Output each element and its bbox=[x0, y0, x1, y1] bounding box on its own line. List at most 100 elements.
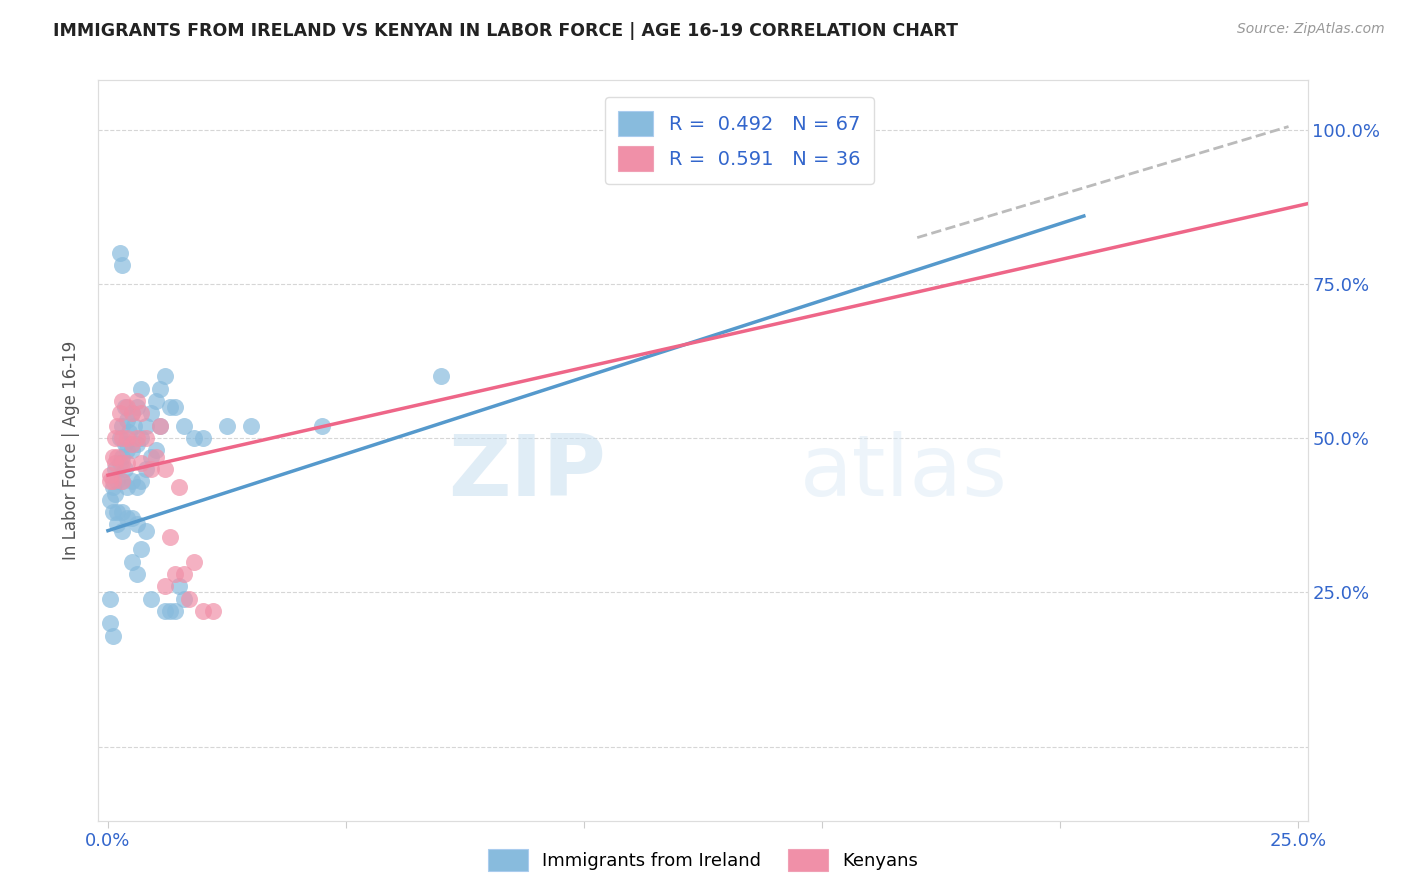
Point bbox=[129, 431, 152, 445]
Point bbox=[215, 418, 238, 433]
Point bbox=[111, 394, 134, 409]
Point bbox=[101, 629, 124, 643]
Text: ZIP: ZIP bbox=[449, 431, 606, 514]
Point bbox=[108, 407, 131, 421]
Point bbox=[104, 462, 127, 476]
Point bbox=[108, 246, 131, 260]
Point bbox=[115, 431, 138, 445]
Point bbox=[239, 418, 262, 433]
Point bbox=[129, 382, 152, 396]
Point bbox=[115, 443, 138, 458]
Point bbox=[98, 591, 121, 606]
Point bbox=[169, 579, 191, 593]
Point bbox=[153, 462, 176, 476]
Point bbox=[129, 456, 152, 470]
Point bbox=[111, 505, 134, 519]
Point bbox=[430, 369, 453, 384]
Point bbox=[121, 555, 143, 569]
Point bbox=[107, 475, 129, 489]
Point bbox=[114, 401, 136, 415]
Point bbox=[177, 591, 200, 606]
Point bbox=[125, 401, 148, 415]
Point bbox=[135, 418, 157, 433]
Point bbox=[159, 401, 181, 415]
Point bbox=[183, 431, 205, 445]
Point bbox=[108, 456, 131, 470]
Point bbox=[115, 481, 138, 495]
Text: atlas: atlas bbox=[800, 431, 1008, 514]
Point bbox=[201, 604, 224, 618]
Point bbox=[104, 456, 127, 470]
Point bbox=[107, 450, 129, 464]
Point bbox=[111, 418, 134, 433]
Point bbox=[107, 505, 129, 519]
Point bbox=[107, 418, 129, 433]
Point bbox=[115, 412, 138, 426]
Point bbox=[173, 591, 195, 606]
Point bbox=[159, 530, 181, 544]
Point bbox=[121, 407, 143, 421]
Legend: Immigrants from Ireland, Kenyans: Immigrants from Ireland, Kenyans bbox=[481, 842, 925, 879]
Point bbox=[135, 462, 157, 476]
Point bbox=[149, 418, 172, 433]
Point bbox=[191, 431, 214, 445]
Point bbox=[104, 486, 127, 500]
Point bbox=[139, 450, 162, 464]
Point bbox=[139, 407, 162, 421]
Point bbox=[311, 418, 333, 433]
Point bbox=[101, 475, 124, 489]
Point bbox=[125, 481, 148, 495]
Point bbox=[114, 437, 136, 451]
Point bbox=[139, 591, 162, 606]
Point bbox=[118, 425, 141, 439]
Point bbox=[149, 382, 172, 396]
Point bbox=[111, 475, 134, 489]
Point bbox=[129, 542, 152, 557]
Point bbox=[121, 443, 143, 458]
Point bbox=[111, 259, 134, 273]
Point bbox=[173, 418, 195, 433]
Y-axis label: In Labor Force | Age 16-19: In Labor Force | Age 16-19 bbox=[62, 341, 80, 560]
Point bbox=[139, 462, 162, 476]
Point bbox=[169, 481, 191, 495]
Point bbox=[163, 401, 186, 415]
Point bbox=[111, 431, 134, 445]
Point bbox=[115, 401, 138, 415]
Point bbox=[153, 369, 176, 384]
Point bbox=[163, 566, 186, 581]
Point bbox=[114, 462, 136, 476]
Point bbox=[111, 450, 134, 464]
Point bbox=[191, 604, 214, 618]
Point bbox=[121, 407, 143, 421]
Text: Source: ZipAtlas.com: Source: ZipAtlas.com bbox=[1237, 22, 1385, 37]
Point bbox=[135, 431, 157, 445]
Point bbox=[111, 456, 134, 470]
Point bbox=[125, 394, 148, 409]
Point bbox=[122, 418, 145, 433]
Point bbox=[159, 604, 181, 618]
Text: IMMIGRANTS FROM IRELAND VS KENYAN IN LABOR FORCE | AGE 16-19 CORRELATION CHART: IMMIGRANTS FROM IRELAND VS KENYAN IN LAB… bbox=[53, 22, 959, 40]
Point bbox=[98, 616, 121, 631]
Point bbox=[145, 443, 167, 458]
Point bbox=[98, 475, 121, 489]
Point bbox=[104, 431, 127, 445]
Point bbox=[121, 437, 143, 451]
Point bbox=[135, 524, 157, 538]
Point bbox=[121, 511, 143, 525]
Point bbox=[101, 505, 124, 519]
Point bbox=[173, 566, 195, 581]
Point bbox=[149, 418, 172, 433]
Point bbox=[115, 511, 138, 525]
Point bbox=[145, 450, 167, 464]
Point bbox=[163, 604, 186, 618]
Point bbox=[98, 492, 121, 507]
Point bbox=[101, 450, 124, 464]
Point bbox=[125, 566, 148, 581]
Point bbox=[125, 517, 148, 532]
Point bbox=[107, 517, 129, 532]
Point bbox=[183, 555, 205, 569]
Point bbox=[145, 394, 167, 409]
Point bbox=[111, 524, 134, 538]
Point bbox=[98, 468, 121, 483]
Point bbox=[121, 475, 143, 489]
